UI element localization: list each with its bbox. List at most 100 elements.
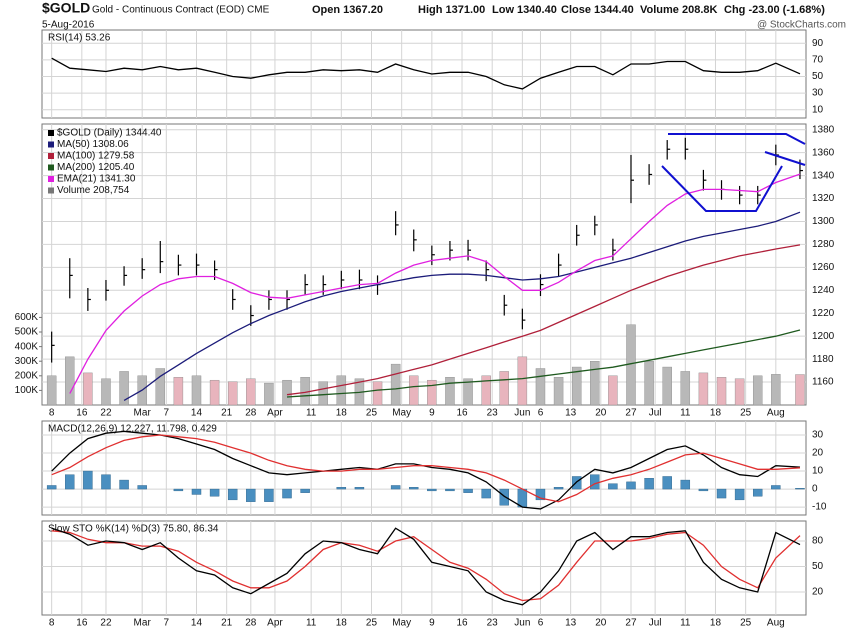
y-tick-label: 50 bbox=[812, 71, 824, 82]
watermark: @ StockCharts.com bbox=[757, 20, 846, 31]
histogram-bar bbox=[336, 487, 347, 490]
volume-bar bbox=[517, 356, 528, 406]
y-tick-label: 1200 bbox=[812, 331, 835, 342]
volume-bar bbox=[65, 356, 75, 406]
quote-item: Close 1344.40 bbox=[561, 4, 634, 16]
x-tick-label: 20 bbox=[595, 618, 607, 629]
x-tick-label: Jun bbox=[514, 618, 530, 629]
x-tick-label: 14 bbox=[191, 618, 203, 629]
x-tick-label: Apr bbox=[267, 408, 283, 419]
y-tick-label: 70 bbox=[812, 55, 824, 66]
volume-bar bbox=[499, 371, 509, 406]
series-line bbox=[286, 244, 801, 396]
x-tick-label: 11 bbox=[306, 408, 317, 419]
histogram-bar bbox=[409, 487, 419, 490]
volume-bar bbox=[209, 379, 220, 406]
x-tick-label: 16 bbox=[456, 618, 468, 629]
x-tick-label: 25 bbox=[366, 618, 378, 629]
volume-bar bbox=[698, 372, 709, 406]
legend-label: MA(100) 1279.58 bbox=[57, 151, 135, 162]
y2-tick-label: 300K bbox=[15, 356, 39, 367]
histogram-bar bbox=[698, 488, 709, 492]
x-tick-label: 16 bbox=[76, 408, 88, 419]
legend-label: EMA(21) 1341.30 bbox=[57, 174, 136, 185]
volume-bar bbox=[372, 381, 383, 406]
histogram-bar bbox=[191, 488, 202, 495]
histogram-bar bbox=[354, 487, 365, 490]
panel-title: MACD(12,26,9) 12.227, 11.798, 0.429 bbox=[48, 424, 217, 435]
x-tick-label: 7 bbox=[164, 408, 170, 419]
histogram-bar bbox=[680, 479, 691, 490]
x-tick-label: May bbox=[392, 618, 411, 629]
histogram-bar bbox=[137, 485, 147, 490]
x-tick-label: 6 bbox=[538, 408, 544, 419]
legend-label: MA(200) 1205.40 bbox=[57, 162, 135, 173]
panel-title: RSI(14) 53.26 bbox=[48, 33, 111, 44]
x-tick-label: 16 bbox=[76, 618, 88, 629]
histogram-bar bbox=[101, 474, 111, 490]
x-tick-label: 22 bbox=[100, 408, 112, 419]
volume-bar bbox=[83, 372, 93, 406]
histogram-bar bbox=[445, 488, 455, 492]
series-line bbox=[286, 329, 801, 398]
panel-line: 8 16 22 Mar 7 14 21 28 Apr 11 18 25 May 9 16 23 Jun 6 13 20… bbox=[41, 520, 824, 629]
series-line bbox=[69, 173, 801, 394]
quote: Open 1367.20 High 1371.00 Low 1340.40 Close… bbox=[312, 4, 825, 16]
legend-swatch bbox=[48, 187, 54, 194]
x-tick-label: 18 bbox=[710, 618, 722, 629]
volume-bar bbox=[734, 378, 745, 406]
x-tick-label: 9 bbox=[429, 618, 435, 629]
instrument-name: Gold - Continuous Contract (EOD) CME bbox=[92, 5, 270, 16]
x-tick-label: Mar bbox=[134, 408, 152, 419]
series-line bbox=[51, 57, 801, 90]
volume-bar bbox=[680, 371, 691, 406]
x-tick-label: 27 bbox=[625, 618, 637, 629]
x-tick-label: 21 bbox=[221, 618, 233, 629]
y-tick-label: 1360 bbox=[812, 147, 835, 158]
histogram-bar bbox=[65, 474, 75, 490]
x-tick-label: Mar bbox=[134, 618, 152, 629]
x-tick-label: 28 bbox=[245, 408, 257, 419]
histogram-bar bbox=[209, 488, 220, 497]
volume-bar bbox=[481, 375, 491, 406]
x-tick-label: Apr bbox=[267, 618, 283, 629]
volume-bar bbox=[571, 366, 582, 406]
panel-line: -10 0 10 20 30 MACD(12,26,9) 12.227, 11.798, … bbox=[41, 420, 827, 516]
volume-bar bbox=[644, 361, 654, 406]
histogram-bar bbox=[173, 488, 184, 492]
y-tick-label: 80 bbox=[812, 536, 824, 547]
y-tick-label: 0 bbox=[812, 484, 818, 495]
histogram-bar bbox=[771, 485, 781, 490]
y-tick-label: 90 bbox=[812, 38, 824, 49]
histogram-bar bbox=[427, 488, 437, 492]
panel-title: Slow STO %K(14) %D(3) 75.80, 86.34 bbox=[48, 524, 219, 535]
legend-swatch bbox=[48, 130, 54, 136]
volume-bar bbox=[752, 375, 763, 406]
histogram-bar bbox=[644, 478, 654, 490]
x-tick-label: 23 bbox=[487, 618, 499, 629]
x-tick-label: 16 bbox=[456, 408, 468, 419]
histogram-bar bbox=[227, 488, 238, 501]
histogram-bar bbox=[264, 488, 274, 502]
y-tick-label: 1280 bbox=[812, 239, 835, 250]
x-tick-label: May bbox=[392, 408, 411, 419]
x-tick-label: 9 bbox=[429, 408, 435, 419]
histogram-bar bbox=[463, 488, 473, 493]
legend-label: $GOLD (Daily) 1344.40 bbox=[57, 128, 162, 139]
volume-bar bbox=[227, 381, 238, 406]
histogram-bar bbox=[46, 485, 57, 490]
x-tick-label: 21 bbox=[221, 408, 233, 419]
x-tick-label: 23 bbox=[487, 408, 499, 419]
volume-bar bbox=[173, 377, 184, 406]
x-tick-label: 11 bbox=[680, 408, 691, 419]
x-tick-label: 25 bbox=[740, 618, 752, 629]
y-tick-label: 1380 bbox=[812, 124, 835, 135]
histogram-bar bbox=[499, 488, 509, 506]
volume-bar bbox=[246, 378, 256, 406]
y-tick-label: 1320 bbox=[812, 193, 835, 204]
trendlines bbox=[661, 133, 806, 212]
histogram-bar bbox=[662, 476, 672, 490]
volume-bar bbox=[535, 368, 546, 406]
series-line bbox=[51, 527, 801, 606]
